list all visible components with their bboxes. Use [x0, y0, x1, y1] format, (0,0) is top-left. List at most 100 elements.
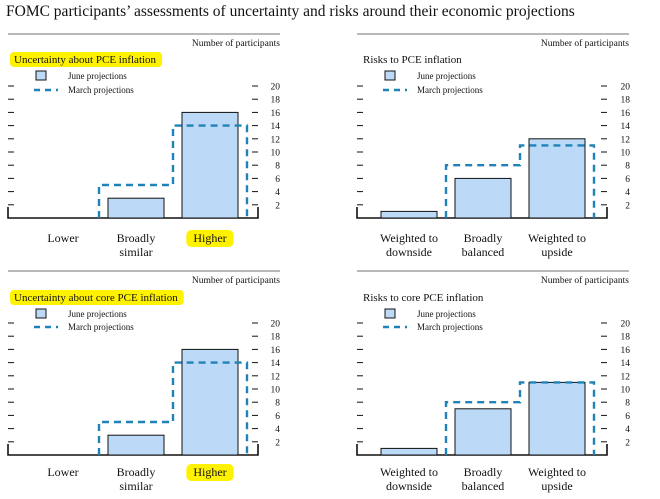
legend-swatch-june	[384, 308, 396, 319]
title-highlight	[10, 52, 163, 67]
tick-label: 18	[271, 333, 281, 343]
category-label-line: Weighted to	[380, 465, 438, 479]
y-axis-label: Number of participants	[192, 38, 280, 49]
category-label-line: similar	[119, 479, 152, 493]
tick-label: 16	[271, 109, 281, 119]
category-label-line: balanced	[462, 479, 505, 493]
tick-label: 14	[271, 359, 281, 369]
march-step-line	[97, 361, 249, 455]
tick-label: 4	[275, 188, 280, 198]
tick-label: 12	[271, 372, 281, 382]
tick-label: 2	[625, 201, 630, 211]
tick-label: 12	[621, 372, 631, 382]
category-label-line: Broadly	[117, 231, 156, 245]
category-label: Broadly similar	[117, 231, 156, 259]
category-label-line: upside	[541, 245, 572, 259]
category-label-line: Higher	[193, 231, 226, 245]
legend-label-march: March projections	[68, 322, 134, 332]
category-label: Lower	[47, 231, 78, 245]
chart-panel: Number of participants Risks to PCE infla…	[356, 33, 631, 259]
category-label: Weighted to upside	[528, 231, 586, 259]
bar-june	[107, 434, 165, 456]
bar-june	[181, 111, 239, 219]
tick-label: 20	[621, 320, 631, 330]
tick-label: 4	[625, 425, 630, 435]
y-axis-label: Number of participants	[192, 275, 280, 286]
tick-label: 16	[621, 109, 631, 119]
bar-june	[528, 381, 586, 456]
tick-label: 14	[621, 122, 631, 132]
legend-label-june: June projections	[68, 309, 127, 319]
category-label-line: Weighted to	[528, 465, 586, 479]
title-highlight	[10, 290, 184, 305]
category-label-line: balanced	[462, 245, 505, 259]
category-label: Broadly similar	[117, 465, 156, 493]
legend-swatch-june	[384, 70, 396, 81]
tick-label: 16	[621, 346, 631, 356]
category-label-line: Lower	[47, 465, 78, 479]
category-label-line: Broadly	[117, 465, 156, 479]
chart-title: Risks to core PCE inflation	[363, 292, 484, 304]
y-axis-label: Number of participants	[541, 38, 629, 49]
legend-swatch-june	[35, 70, 47, 81]
tick-label: 6	[625, 412, 630, 422]
tick-label: 20	[621, 83, 631, 93]
bar-june	[107, 197, 165, 219]
category-label: Broadly balanced	[462, 231, 505, 259]
march-step-line	[97, 124, 249, 218]
bar-june	[380, 447, 438, 456]
category-label: Weighted to downside	[380, 231, 438, 259]
tick-label: 2	[275, 201, 280, 211]
legend-label-march: March projections	[417, 322, 483, 332]
category-label-line: downside	[386, 245, 432, 259]
chart-panel: Number of participants Risks to core PCE …	[356, 270, 631, 493]
category-label-line: similar	[119, 245, 152, 259]
category-label-line: Lower	[47, 231, 78, 245]
bar-june	[454, 408, 512, 456]
chart-title: Uncertainty about core PCE inflation	[14, 292, 178, 304]
category-label-line: Broadly	[464, 231, 503, 245]
legend-label-march: March projections	[417, 85, 483, 95]
legend-swatch-june	[35, 308, 47, 319]
chart-panel: Number of participants Uncertainty about …	[7, 270, 281, 493]
tick-label: 2	[625, 438, 630, 448]
bar-june	[528, 138, 586, 219]
tick-label: 12	[271, 135, 281, 145]
tick-label: 18	[271, 96, 281, 106]
legend-label-march: March projections	[68, 85, 134, 95]
tick-label: 18	[621, 333, 631, 343]
category-label: Broadly balanced	[462, 465, 505, 493]
tick-label: 10	[271, 149, 281, 159]
tick-label: 16	[271, 346, 281, 356]
tick-label: 10	[621, 149, 631, 159]
category-label: Weighted to upside	[528, 465, 586, 493]
category-highlight	[186, 464, 234, 481]
tick-label: 8	[275, 399, 280, 409]
tick-label: 20	[271, 320, 281, 330]
tick-label: 6	[275, 175, 280, 185]
tick-label: 2	[275, 438, 280, 448]
bar-june	[181, 348, 239, 456]
tick-label: 6	[275, 412, 280, 422]
category-label: Weighted to downside	[380, 465, 438, 493]
category-label-line: Higher	[193, 465, 226, 479]
tick-label: 20	[271, 83, 281, 93]
tick-label: 4	[625, 188, 630, 198]
category-highlight	[186, 230, 234, 247]
tick-label: 8	[625, 399, 630, 409]
page-title: FOMC participants’ assessments of uncert…	[6, 3, 575, 20]
charts-container: Number of participants Uncertainty about …	[7, 33, 631, 493]
category-label: Lower	[47, 465, 78, 479]
bar-june	[380, 210, 438, 219]
legend-label-june: June projections	[417, 71, 476, 81]
category-label-line: Weighted to	[528, 231, 586, 245]
tick-label: 14	[621, 359, 631, 369]
y-axis-label: Number of participants	[541, 275, 629, 286]
legend-label-june: June projections	[417, 309, 476, 319]
tick-label: 8	[625, 162, 630, 172]
chart-title: Uncertainty about PCE inflation	[14, 54, 157, 66]
chart-panel: Number of participants Uncertainty about …	[7, 33, 281, 259]
category-label-line: Weighted to	[380, 231, 438, 245]
tick-label: 14	[271, 122, 281, 132]
legend-label-june: June projections	[68, 71, 127, 81]
